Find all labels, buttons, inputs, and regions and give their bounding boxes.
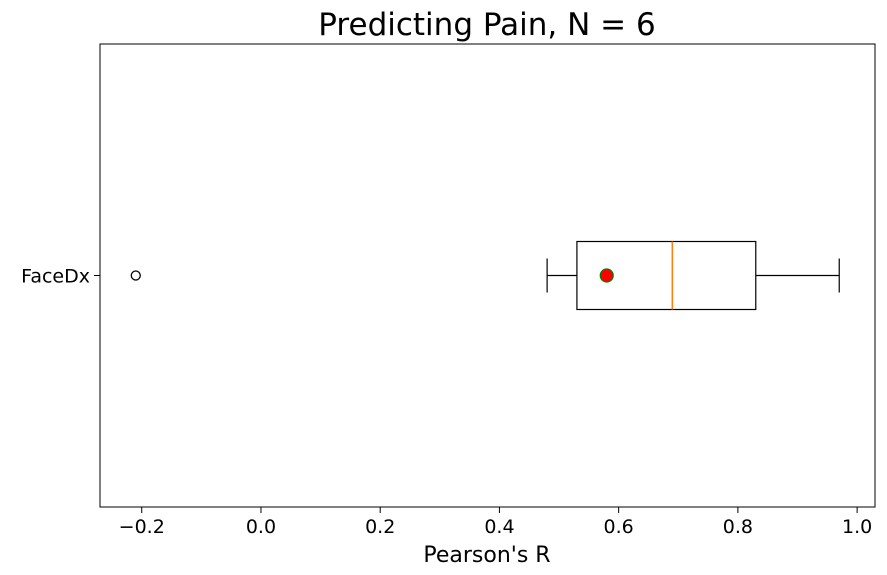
x-tick-label: 0.0 [246,516,276,538]
x-tick-label: 0.4 [484,516,514,538]
x-tick-label: 0.2 [365,516,395,538]
x-tick-label: 1.0 [842,516,872,538]
x-tick-label: −0.2 [119,516,165,538]
x-tick-label: 0.8 [723,516,753,538]
chart-title: Predicting Pain, N = 6 [318,7,655,43]
iqr-box [576,240,757,311]
mean-marker [599,268,614,283]
x-tick-label: 0.6 [604,516,634,538]
outlier-point [130,270,141,281]
x-axis-label: Pearson's R [423,543,550,568]
y-tick-label: FaceDx [21,266,90,288]
